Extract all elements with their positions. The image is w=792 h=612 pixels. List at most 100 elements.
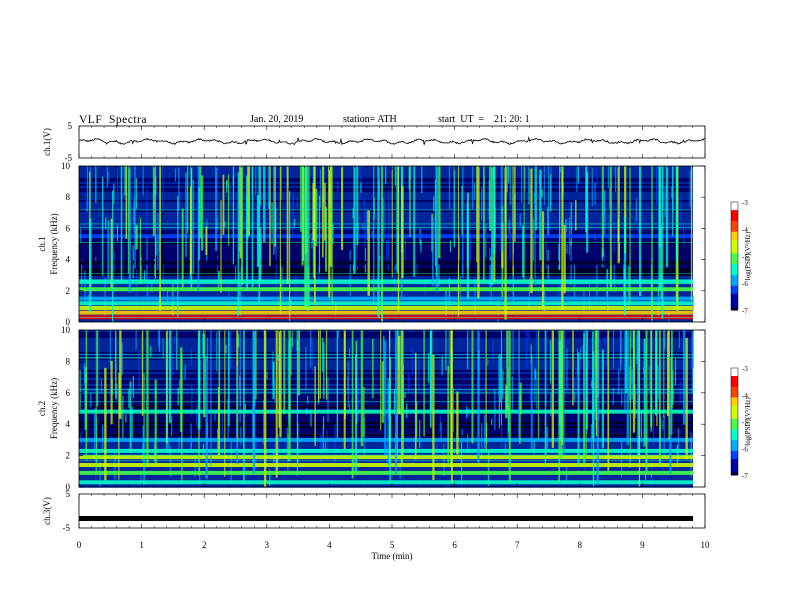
ch2-speckle	[460, 440, 463, 483]
ch1-sferic	[190, 166, 193, 239]
ch1-speckle	[295, 275, 297, 316]
x-tick-label: 0	[77, 540, 82, 550]
ch2-sferic	[166, 339, 168, 453]
ch1-speckle	[528, 171, 530, 191]
ch1-noise-row	[79, 200, 693, 202]
ch2-colorbar-cell	[731, 464, 738, 468]
ch2-speckle	[487, 451, 490, 486]
ch1-speckle	[410, 166, 412, 181]
ch2-sferic	[551, 330, 555, 448]
ch1-speckle	[576, 166, 578, 192]
ch2-speckle	[467, 330, 469, 370]
ch2-speckle	[153, 441, 155, 450]
ch2-ytick: 6	[66, 388, 71, 398]
ch1-noise-row	[79, 184, 693, 186]
ch1-colorbar-cell	[731, 229, 738, 233]
ch2-speckle	[128, 390, 130, 408]
ch2-speckle	[162, 337, 164, 359]
ch2-noise-row	[79, 338, 693, 340]
ch1-sferic	[575, 199, 577, 231]
ch1-noise-row	[79, 284, 693, 286]
ch1-noise-row	[79, 256, 693, 258]
ch1-speckle	[267, 166, 270, 207]
ch2-sferic	[500, 330, 503, 425]
ch1-speckle	[613, 166, 615, 176]
ch2-speckle	[575, 367, 577, 398]
ch2-sferic	[397, 335, 401, 415]
ch1-sferic	[177, 196, 179, 318]
ch1-sferic	[102, 177, 104, 277]
ch1-speckle	[573, 261, 576, 297]
ch1-colorbar-cell	[731, 204, 738, 208]
ch1-colorbar-tick: -5	[742, 253, 748, 261]
ch2-sferic	[691, 330, 694, 394]
ch2-colorbar-cell	[731, 442, 738, 447]
ch2-sferic	[506, 330, 509, 412]
ch1-sferic	[300, 166, 302, 232]
ch2-colorbar-cell	[731, 416, 738, 420]
ch2-speckle	[251, 403, 254, 438]
ch2-sferic	[519, 389, 521, 444]
ch2-speckle	[125, 414, 127, 423]
ch1-sferic	[245, 175, 249, 291]
ch1-sferic	[286, 166, 289, 284]
ch2-sferic	[601, 349, 604, 449]
x-tick-label: 7	[515, 540, 520, 550]
ch1-speckle	[332, 224, 334, 244]
ch2-sferic	[198, 330, 201, 430]
ch1-sferic	[125, 166, 128, 240]
ch2-colorbar-cell	[731, 370, 738, 374]
ch2-sferic	[643, 338, 646, 447]
ch1-speckle	[364, 248, 366, 273]
ch2-speckle	[593, 422, 596, 438]
ch2-speckle	[672, 369, 674, 405]
ch1-sferic	[453, 166, 455, 248]
ch2-speckle	[441, 355, 443, 375]
ch1-noise-row	[79, 192, 693, 194]
ch2-speckle	[603, 337, 605, 345]
ch2-speckle	[566, 348, 568, 389]
ch1-sferic	[457, 166, 459, 317]
ch1-ytick: 6	[66, 223, 71, 233]
ch1-noise-row	[79, 212, 693, 214]
ch1-speckle	[541, 189, 543, 197]
ch2-noise-row	[79, 478, 693, 480]
ch1-noise-row	[79, 186, 693, 188]
ch2-colorbar-tick: -4	[742, 392, 748, 400]
ch2-speckle	[498, 399, 500, 429]
ch1-speckle	[318, 266, 320, 282]
ch1-band	[79, 315, 693, 320]
ch2-colorbar-cell	[731, 432, 738, 436]
ch2-colorbar-cell	[731, 381, 738, 385]
ch1-speckle	[146, 259, 148, 298]
ch1-sferic	[328, 166, 331, 298]
ch2-speckle	[348, 347, 351, 359]
ch1-noise-row	[79, 216, 693, 218]
ch1-speckle	[280, 166, 282, 201]
ch1-colorbar-cell	[731, 291, 738, 295]
ch2-sferic	[296, 340, 299, 476]
ch1-speckle	[229, 182, 231, 204]
ch1-sferic	[489, 166, 492, 231]
ch2-ylabel-line1: ch.2	[37, 401, 47, 416]
ch2-sferic	[545, 330, 547, 407]
ch2-colorbar-cell	[731, 453, 738, 457]
ch2-speckle	[142, 444, 144, 462]
ch1-sferic	[391, 166, 393, 278]
ch1-colorbar-cell	[731, 256, 738, 260]
ch1-sferic	[329, 166, 332, 267]
ch1-colorbar-cell	[731, 234, 738, 238]
ch1-colorbar-frame	[730, 201, 739, 311]
chart-title: VLF Spectra	[79, 114, 147, 126]
ch2-colorbar-cell	[731, 456, 738, 460]
ch1-colorbar-cell	[731, 301, 738, 306]
ch2-speckle	[487, 358, 489, 366]
ch1-speckle	[255, 166, 257, 195]
ch2-colorbar-cell	[731, 458, 738, 463]
ch1-sferic	[313, 166, 316, 305]
ch1-band	[79, 305, 693, 310]
ch2-colorbar-cell	[731, 373, 738, 377]
ch2-sferic	[154, 379, 157, 463]
ch1-sferic	[565, 218, 567, 233]
ch1-sferic	[251, 166, 254, 288]
